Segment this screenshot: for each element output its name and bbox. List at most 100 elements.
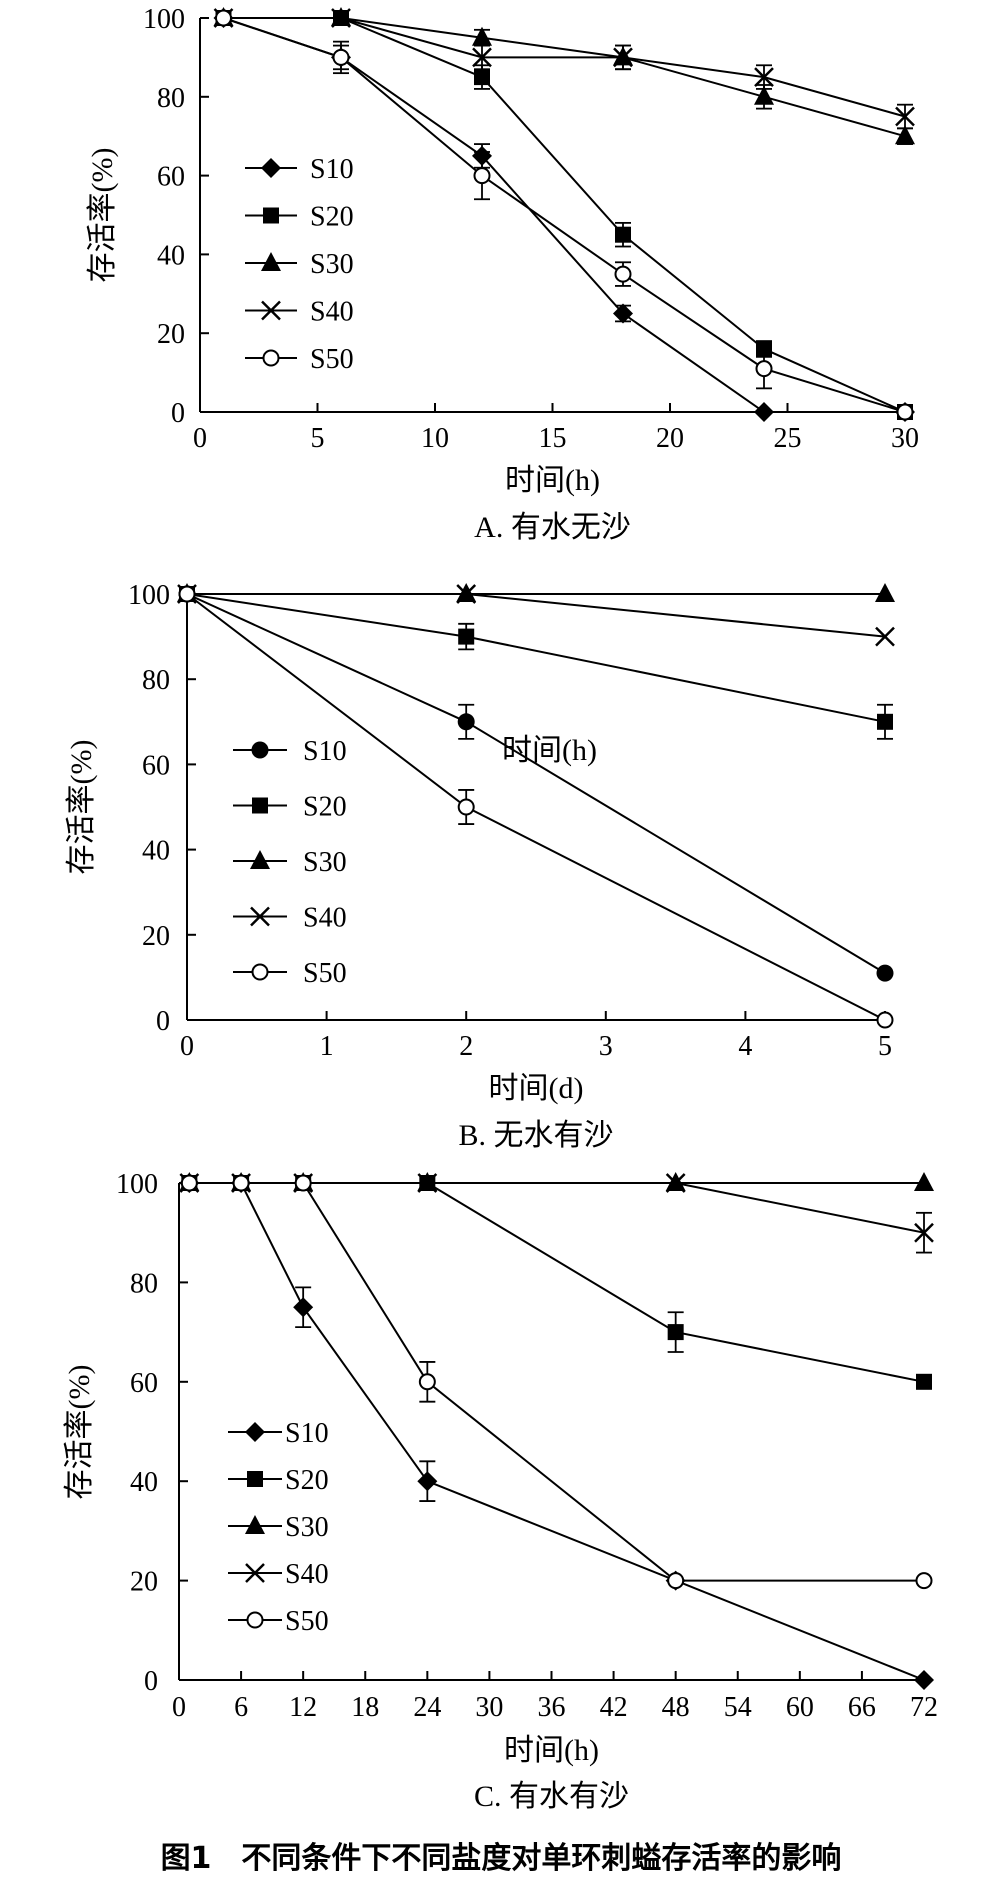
legend-entry-s30: S30 [233, 847, 347, 878]
x-tick-label: 18 [351, 1692, 379, 1723]
data-point [754, 402, 774, 422]
legend-label: S10 [310, 154, 354, 185]
data-point [293, 1297, 314, 1318]
x-tick-label: 48 [662, 1692, 690, 1723]
data-point [876, 964, 894, 982]
x-tick-label: 24 [413, 1692, 441, 1723]
data-point [457, 713, 475, 731]
data-point [178, 585, 196, 603]
data-point [613, 303, 633, 324]
y-axis-title: 存活率(%) [65, 740, 98, 875]
legend: S10 S20 S30 S40 S50 [228, 1418, 329, 1637]
x-tick-label: 20 [656, 423, 684, 454]
legend-entry-s40: S40 [245, 297, 354, 328]
legend-label: S30 [303, 847, 347, 878]
y-axis-title: 存活率(%) [86, 148, 119, 283]
y-tick-label: 60 [130, 1368, 158, 1399]
legend-entry-s40: S40 [233, 903, 347, 934]
x-tick-label: 72 [910, 1692, 938, 1723]
legend-label: S20 [303, 792, 347, 823]
legend-marker [245, 1422, 265, 1442]
legend: S10 S20 S30 S40 S50 [245, 154, 354, 375]
stray-annotation: 时间(h) [502, 734, 597, 767]
legend-label: S40 [303, 903, 347, 934]
series-line [189, 1182, 924, 1582]
x-axis-title: 时间(d) [489, 1072, 584, 1105]
x-tick-label: 36 [538, 1692, 566, 1723]
data-point [895, 125, 915, 145]
legend-entry-s20: S20 [233, 792, 347, 823]
legend-marker [251, 741, 269, 759]
x-tick-label: 0 [193, 423, 207, 454]
data-point [916, 1373, 932, 1390]
legend-label: S40 [285, 1559, 329, 1590]
series-line [187, 593, 886, 638]
legend-label: S20 [285, 1465, 329, 1496]
legend-label: S50 [310, 344, 354, 375]
legend-label: S20 [310, 202, 354, 233]
data-point [457, 798, 475, 816]
data-point [755, 360, 773, 378]
y-axis-title: 存活率(%) [63, 1365, 96, 1500]
legend-marker [247, 1471, 263, 1487]
data-point [896, 403, 914, 421]
series-s50 [215, 9, 914, 421]
data-point [474, 69, 490, 86]
data-point [914, 1670, 934, 1690]
legend-label: S50 [285, 1606, 329, 1637]
legend-entry-s30: S30 [228, 1512, 329, 1543]
panel-subtitle: A. 有水无沙 [474, 511, 631, 544]
data-point [875, 626, 895, 647]
series-line [189, 1182, 925, 1383]
legend-marker [250, 906, 270, 927]
data-point [332, 48, 350, 66]
x-tick-label: 30 [891, 423, 919, 454]
legend-label: S10 [303, 736, 347, 767]
y-tick-label: 40 [157, 240, 185, 271]
data-point [875, 583, 895, 602]
data-point [456, 584, 477, 604]
data-point [331, 8, 351, 28]
x-tick-label: 4 [738, 1031, 752, 1062]
legend-entry-s30: S30 [245, 249, 354, 280]
series-s50 [178, 585, 894, 1029]
legend-marker [261, 300, 281, 321]
x-axis-title: 时间(h) [505, 464, 600, 497]
data-point [215, 9, 232, 27]
x-tick-label: 3 [599, 1031, 613, 1062]
data-point [914, 1172, 934, 1191]
legend-entry-s50: S50 [233, 958, 347, 989]
series-line [223, 17, 906, 413]
y-tick-label: 80 [130, 1268, 158, 1299]
legend-label: S30 [310, 249, 354, 280]
data-point [754, 67, 774, 87]
series-s40 [179, 1173, 934, 1254]
x-tick-label: 1 [320, 1031, 334, 1062]
data-point [458, 628, 475, 645]
x-tick-label: 25 [774, 423, 802, 454]
x-tick-label: 30 [475, 1692, 503, 1723]
legend-marker [252, 797, 268, 814]
y-tick-label: 0 [171, 398, 185, 429]
legend-marker [261, 158, 281, 178]
chart-panel-c: 0 20 40 60 80 100 0 6 12 18 24 30 36 42 48 54 60 66 72 时间(h… [63, 1169, 938, 1813]
y-tick-label: 20 [157, 319, 185, 350]
y-tick-label: 60 [142, 750, 170, 781]
x-tick-label: 0 [180, 1031, 194, 1062]
legend-marker [251, 963, 269, 981]
legend-entry-s10: S10 [245, 154, 354, 185]
x-tick-label: 6 [234, 1692, 248, 1723]
x-tick-label: 15 [539, 423, 567, 454]
x-tick-label: 60 [786, 1692, 814, 1723]
data-point [665, 1173, 686, 1193]
panel-subtitle: C. 有水有沙 [474, 1780, 629, 1813]
series-line [186, 593, 886, 723]
x-tick-label: 10 [421, 423, 449, 454]
series-s50 [180, 1174, 933, 1590]
legend-marker [245, 1515, 265, 1534]
series-line [223, 17, 906, 118]
legend-entry-s10: S10 [233, 736, 347, 767]
legend-label: S40 [310, 297, 354, 328]
data-point [614, 265, 632, 283]
legend-marker [261, 252, 281, 271]
